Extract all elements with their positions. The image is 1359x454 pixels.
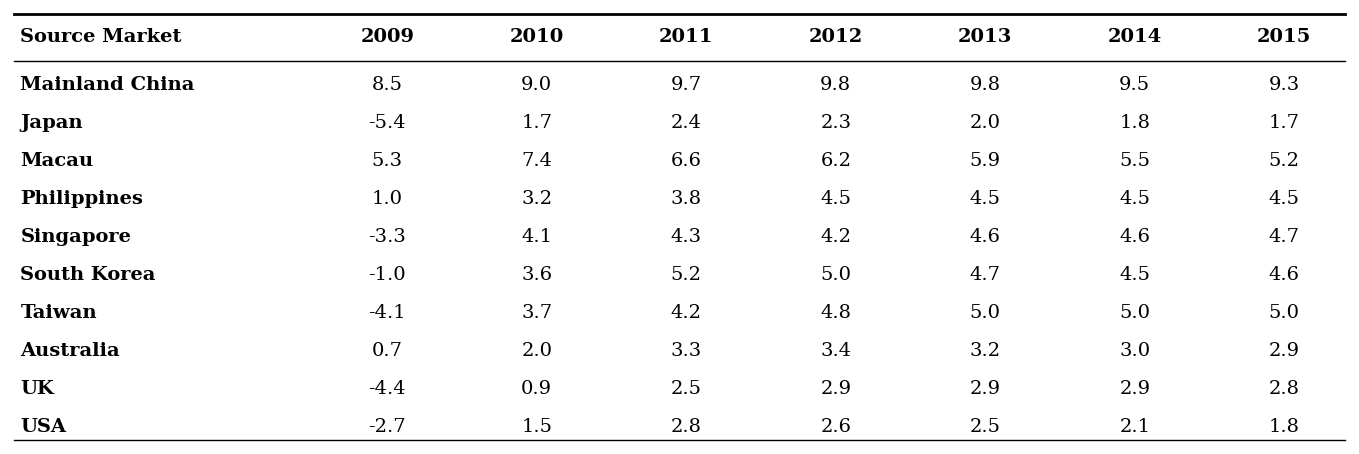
Text: 2009: 2009	[360, 28, 414, 46]
Text: 2.0: 2.0	[522, 342, 552, 360]
Text: 1.7: 1.7	[522, 114, 552, 132]
Text: 4.7: 4.7	[1269, 228, 1299, 246]
Text: 2.9: 2.9	[1269, 342, 1299, 360]
Text: 3.3: 3.3	[671, 342, 701, 360]
Text: 7.4: 7.4	[522, 152, 552, 170]
Text: Philippines: Philippines	[20, 190, 143, 208]
Text: 2.9: 2.9	[970, 380, 1000, 398]
Text: 5.5: 5.5	[1120, 152, 1150, 170]
Text: 5.2: 5.2	[1269, 152, 1299, 170]
Text: 2012: 2012	[809, 28, 863, 46]
Text: 6.2: 6.2	[821, 152, 851, 170]
Text: 4.6: 4.6	[1120, 228, 1150, 246]
Text: Australia: Australia	[20, 342, 120, 360]
Text: Japan: Japan	[20, 114, 83, 132]
Text: 2013: 2013	[958, 28, 1012, 46]
Text: 2.8: 2.8	[1269, 380, 1299, 398]
Text: 4.5: 4.5	[1120, 190, 1150, 208]
Text: USA: USA	[20, 418, 67, 435]
Text: 4.5: 4.5	[1120, 266, 1150, 284]
Text: UK: UK	[20, 380, 54, 398]
Text: 2.9: 2.9	[1120, 380, 1150, 398]
Text: 5.9: 5.9	[970, 152, 1000, 170]
Text: 6.6: 6.6	[671, 152, 701, 170]
Text: 4.2: 4.2	[671, 304, 701, 322]
Text: -5.4: -5.4	[368, 114, 406, 132]
Text: 1.7: 1.7	[1269, 114, 1299, 132]
Text: 4.5: 4.5	[970, 190, 1000, 208]
Text: 4.6: 4.6	[1269, 266, 1299, 284]
Text: 5.0: 5.0	[821, 266, 851, 284]
Text: 3.4: 3.4	[821, 342, 851, 360]
Text: -3.3: -3.3	[368, 228, 406, 246]
Text: 4.5: 4.5	[821, 190, 851, 208]
Text: 2.0: 2.0	[970, 114, 1000, 132]
Text: Source Market: Source Market	[20, 28, 182, 46]
Text: 3.2: 3.2	[970, 342, 1000, 360]
Text: 2.9: 2.9	[821, 380, 851, 398]
Text: 2.5: 2.5	[970, 418, 1000, 435]
Text: 5.0: 5.0	[1269, 304, 1299, 322]
Text: 2.6: 2.6	[821, 418, 851, 435]
Text: 5.3: 5.3	[372, 152, 402, 170]
Text: 4.2: 4.2	[821, 228, 851, 246]
Text: 2.4: 2.4	[671, 114, 701, 132]
Text: 2.8: 2.8	[671, 418, 701, 435]
Text: 4.6: 4.6	[970, 228, 1000, 246]
Text: 0.9: 0.9	[522, 380, 552, 398]
Text: 2011: 2011	[659, 28, 713, 46]
Text: Singapore: Singapore	[20, 228, 132, 246]
Text: 4.1: 4.1	[522, 228, 552, 246]
Text: 1.0: 1.0	[372, 190, 402, 208]
Text: 1.8: 1.8	[1269, 418, 1299, 435]
Text: 3.8: 3.8	[671, 190, 701, 208]
Text: 1.8: 1.8	[1120, 114, 1150, 132]
Text: 2014: 2014	[1108, 28, 1162, 46]
Text: 5.0: 5.0	[1120, 304, 1150, 322]
Text: 9.5: 9.5	[1120, 76, 1150, 94]
Text: 4.5: 4.5	[1269, 190, 1299, 208]
Text: 2.1: 2.1	[1120, 418, 1150, 435]
Text: 3.2: 3.2	[522, 190, 552, 208]
Text: 4.7: 4.7	[970, 266, 1000, 284]
Text: 5.0: 5.0	[970, 304, 1000, 322]
Text: -2.7: -2.7	[368, 418, 406, 435]
Text: 2.3: 2.3	[821, 114, 851, 132]
Text: 9.0: 9.0	[522, 76, 552, 94]
Text: -1.0: -1.0	[368, 266, 406, 284]
Text: 3.6: 3.6	[522, 266, 552, 284]
Text: Mainland China: Mainland China	[20, 76, 194, 94]
Text: -4.1: -4.1	[368, 304, 406, 322]
Text: 9.8: 9.8	[821, 76, 851, 94]
Text: 4.3: 4.3	[671, 228, 701, 246]
Text: 1.5: 1.5	[522, 418, 552, 435]
Text: 3.7: 3.7	[522, 304, 552, 322]
Text: Taiwan: Taiwan	[20, 304, 96, 322]
Text: 2010: 2010	[510, 28, 564, 46]
Text: 8.5: 8.5	[372, 76, 402, 94]
Text: 5.2: 5.2	[671, 266, 701, 284]
Text: 9.3: 9.3	[1269, 76, 1299, 94]
Text: 9.7: 9.7	[671, 76, 701, 94]
Text: 2015: 2015	[1257, 28, 1311, 46]
Text: 9.8: 9.8	[970, 76, 1000, 94]
Text: 2.5: 2.5	[671, 380, 701, 398]
Text: 4.8: 4.8	[821, 304, 851, 322]
Text: -4.4: -4.4	[368, 380, 406, 398]
Text: South Korea: South Korea	[20, 266, 156, 284]
Text: 0.7: 0.7	[372, 342, 402, 360]
Text: Macau: Macau	[20, 152, 94, 170]
Text: 3.0: 3.0	[1120, 342, 1150, 360]
